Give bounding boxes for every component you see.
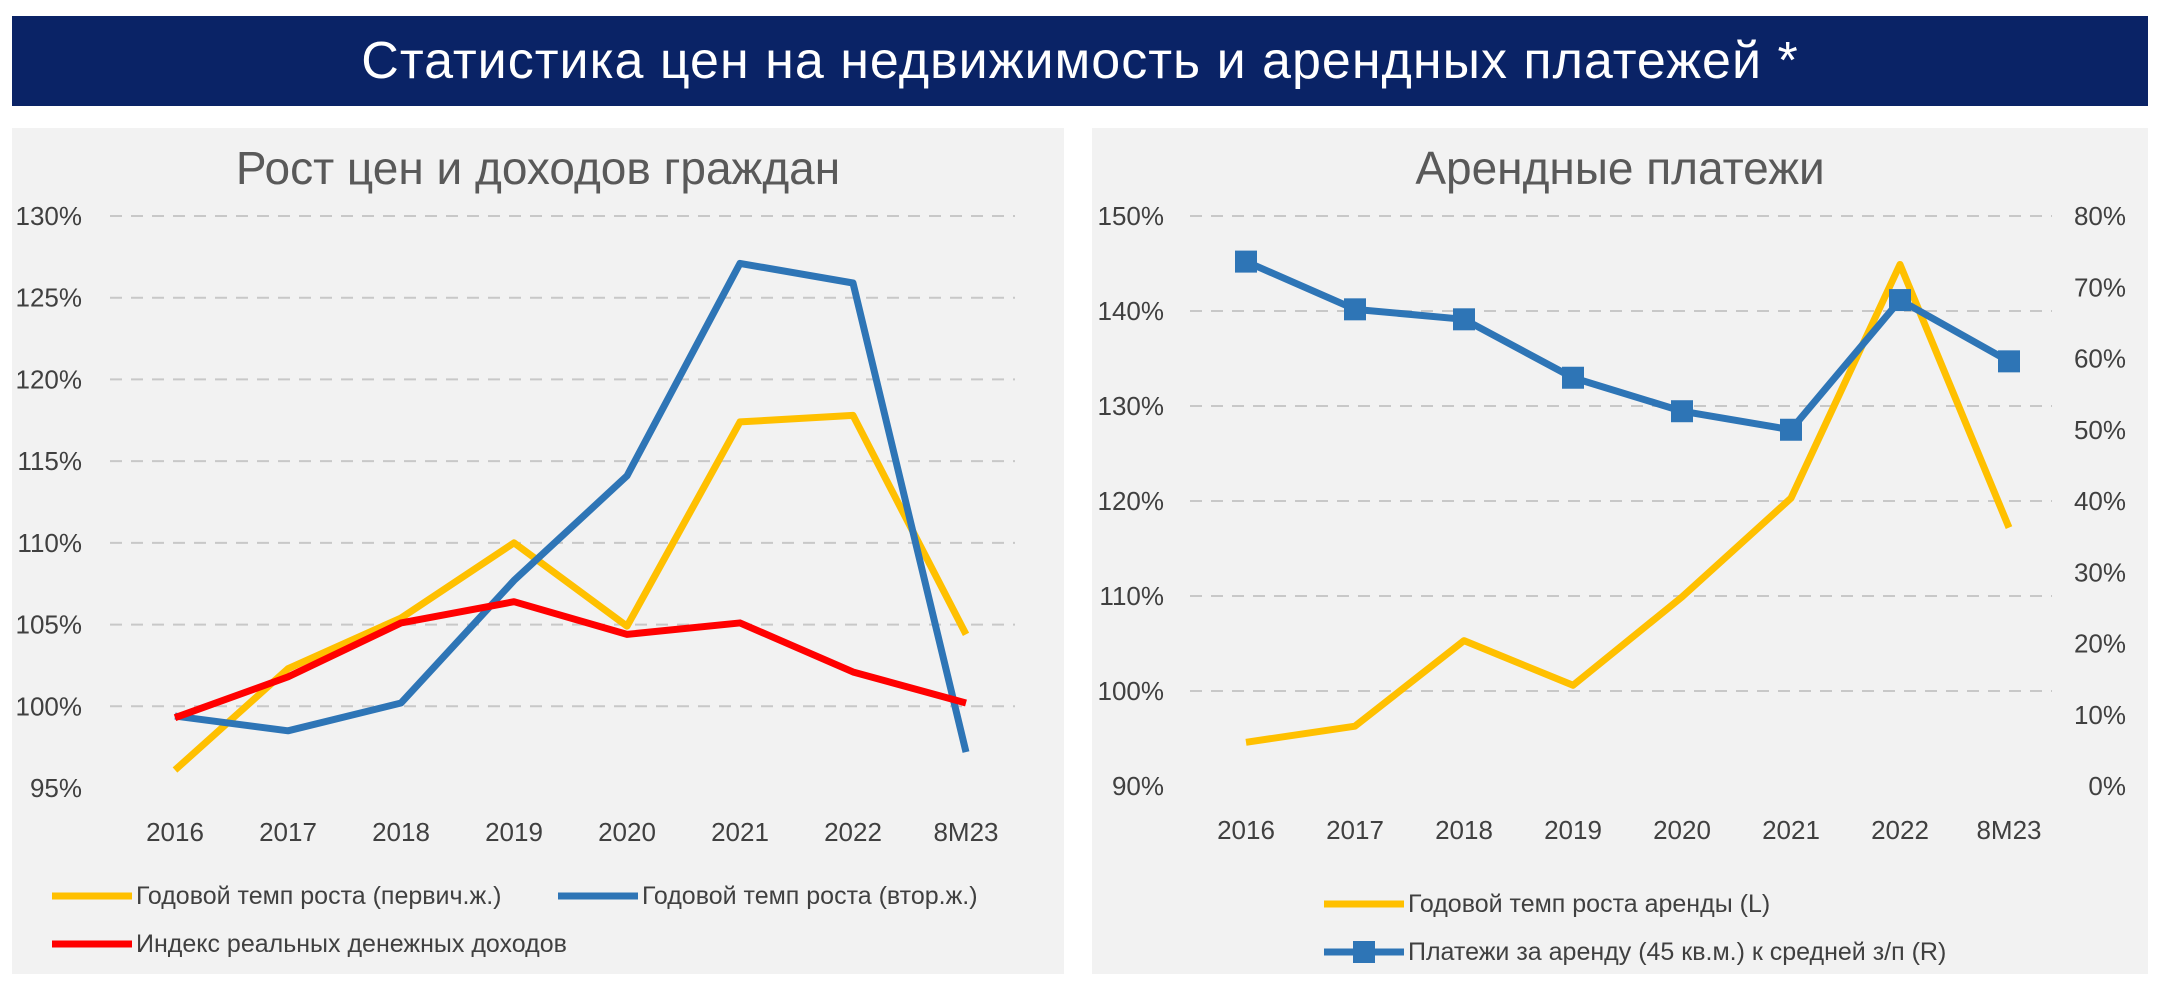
x-tick-label: 2020	[1653, 815, 1711, 845]
x-tick-label: 2019	[1544, 815, 1602, 845]
x-tick-label: 2021	[1762, 815, 1820, 845]
legend-label: Платежи за аренду (45 кв.м.) к средней з…	[1408, 938, 1946, 966]
price-income-chart-panel: Рост цен и доходов граждан 95% 100% 105% 11…	[12, 128, 1064, 974]
y-tick-label: 130%	[16, 201, 83, 231]
x-tick-label: 2021	[711, 817, 769, 847]
data-point-marker	[1453, 308, 1475, 331]
y-tick-label-left: 90%	[1112, 771, 1164, 801]
data-point-marker	[1562, 366, 1584, 389]
rent-payments-chart: Арендные платежи 90% 100% 110% 120% 130% 140%…	[1098, 142, 2127, 966]
y-tick-label-left: 140%	[1098, 296, 1165, 326]
page-title: Статистика цен на недвижимость и арендны…	[361, 32, 1799, 90]
price-income-chart: Рост цен и доходов граждан 95% 100% 105% 11…	[16, 142, 1015, 958]
data-point-marker	[1344, 298, 1366, 321]
legend-label: Индекс реальных денежных доходов	[136, 930, 567, 958]
x-tick-label: 2017	[259, 817, 317, 847]
y-tick-label-left: 110%	[1099, 581, 1164, 611]
y-tick-label-left: 150%	[1098, 201, 1165, 231]
x-tick-label: 2018	[1435, 815, 1493, 845]
x-tick-label: 2019	[485, 817, 543, 847]
x-tick-label: 2020	[598, 817, 656, 847]
series-line	[172, 411, 970, 773]
y-tick-label-right: 0%	[2088, 771, 2126, 801]
y-tick-label-right: 10%	[2074, 700, 2126, 730]
y-tick-label-right: 60%	[2074, 344, 2126, 374]
y-tick-label: 110%	[17, 528, 82, 558]
x-tick-label: 8М23	[933, 817, 998, 847]
x-tick-label: 2016	[146, 817, 204, 847]
x-tick-label: 2022	[824, 817, 882, 847]
y-tick-label: 105%	[16, 610, 83, 640]
x-tick-label: 2022	[1871, 815, 1929, 845]
series-line	[173, 598, 967, 722]
y-tick-label-right: 40%	[2074, 486, 2126, 516]
x-tick-label: 2016	[1217, 815, 1275, 845]
chart-title: Арендные платежи	[1415, 142, 1824, 194]
series-line	[174, 259, 970, 753]
x-tick-label: 8М23	[1976, 815, 2041, 845]
legend-label: Годовой темп роста (первич.ж.)	[136, 882, 501, 910]
legend-label: Годовой темп роста (втор.ж.)	[642, 882, 978, 910]
y-tick-label: 100%	[16, 691, 83, 721]
y-tick-label-left: 130%	[1098, 391, 1165, 421]
data-point-marker	[1235, 250, 1257, 273]
y-tick-label-left: 100%	[1098, 676, 1165, 706]
y-tick-label-right: 30%	[2074, 557, 2126, 587]
legend-label: Годовой темп роста аренды (L)	[1408, 890, 1770, 918]
y-tick-label-right: 70%	[2074, 272, 2126, 302]
y-tick-label: 125%	[16, 283, 83, 313]
header-banner: Статистика цен на недвижимость и арендны…	[12, 16, 2148, 106]
y-tick-label: 120%	[16, 364, 83, 394]
series-line	[1244, 258, 2011, 434]
data-point-marker	[1998, 350, 2020, 373]
y-tick-label-right: 80%	[2074, 201, 2126, 231]
y-tick-label: 95%	[30, 773, 82, 803]
series-line	[1245, 260, 2013, 746]
y-tick-label: 115%	[17, 446, 82, 476]
legend-marker	[1353, 941, 1375, 963]
chart-title: Рост цен и доходов граждан	[236, 142, 840, 194]
y-tick-label-right: 20%	[2074, 629, 2126, 659]
x-tick-label: 2018	[372, 817, 430, 847]
data-point-marker	[1780, 418, 1802, 441]
data-point-marker	[1671, 400, 1693, 423]
rent-chart-panel: Арендные платежи 90% 100% 110% 120% 130% 140%…	[1092, 128, 2148, 974]
y-tick-label-right: 50%	[2074, 415, 2126, 445]
x-tick-label: 2017	[1326, 815, 1384, 845]
data-point-marker	[1889, 289, 1911, 312]
y-tick-label-left: 120%	[1098, 486, 1165, 516]
